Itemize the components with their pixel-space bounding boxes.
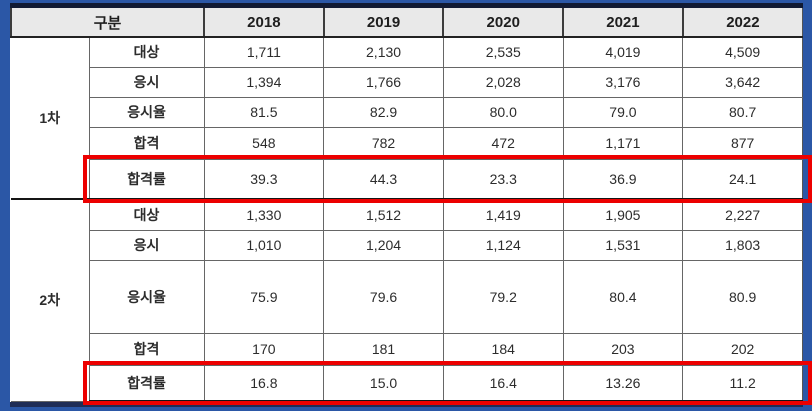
- header-year-2022: 2022: [681, 8, 803, 38]
- value-cell: 80.7: [682, 96, 803, 128]
- row-label: 응시: [88, 229, 205, 261]
- section-label-round2: 2차: [11, 198, 90, 402]
- value-cell: 1,419: [442, 198, 564, 231]
- value-cell: 184: [442, 332, 564, 366]
- table-row: 2차 대상 1,330 1,512 1,419 1,905 2,227: [11, 198, 803, 402]
- value-cell: 1,766: [323, 66, 444, 98]
- table-row: 합격률 39.3 44.3 23.3 36.9 24.1: [11, 158, 803, 200]
- value-cell: 16.8: [203, 364, 325, 402]
- value-cell: 11.2: [682, 364, 803, 402]
- value-cell: 1,204: [323, 229, 444, 261]
- value-cell: 203: [562, 332, 684, 366]
- value-cell: 1,330: [203, 198, 325, 231]
- row-label: 합격률: [88, 364, 205, 402]
- value-cell: 2,227: [682, 198, 803, 231]
- value-cell: 1,394: [203, 66, 325, 98]
- value-cell: 4,509: [682, 36, 803, 68]
- table-row: 1차 대상 1,711 2,130 2,535 4,019 4,509: [11, 36, 803, 200]
- table-row: 응시율 81.5 82.9 80.0 79.0 80.7: [11, 96, 803, 128]
- exam-stats-table: 구분 2018 2019 2020 2021 2022 1차 대상 1,711 2,1…: [9, 8, 803, 402]
- value-cell: 75.9: [203, 259, 325, 334]
- header-year-2019: 2019: [322, 8, 445, 38]
- value-cell: 1,010: [203, 229, 325, 261]
- value-cell: 80.4: [562, 259, 684, 334]
- value-cell: 81.5: [203, 96, 325, 128]
- row-label: 합격: [88, 332, 205, 366]
- header-year-2021: 2021: [562, 8, 684, 38]
- value-cell: 13.26: [562, 364, 684, 402]
- row-label: 대상: [88, 198, 205, 231]
- row-label: 합격률: [88, 158, 205, 200]
- value-cell: 4,019: [562, 36, 684, 68]
- value-cell: 80.0: [442, 96, 564, 128]
- value-cell: 1,711: [203, 36, 325, 68]
- value-cell: 82.9: [323, 96, 444, 128]
- value-cell: 16.4: [442, 364, 564, 402]
- value-cell: 36.9: [562, 158, 684, 200]
- value-cell: 79.6: [323, 259, 444, 334]
- value-cell: 2,130: [323, 36, 444, 68]
- header-year-2018: 2018: [203, 8, 325, 38]
- value-cell: 782: [323, 126, 444, 160]
- value-cell: 44.3: [323, 158, 444, 200]
- value-cell: 1,905: [562, 198, 684, 231]
- value-cell: 1,512: [323, 198, 444, 231]
- header-row: 구분 2018 2019 2020 2021 2022: [9, 8, 803, 38]
- section-label-round1: 1차: [11, 36, 90, 200]
- table-row: 응시 1,394 1,766 2,028 3,176 3,642: [11, 66, 803, 98]
- value-cell: 23.3: [442, 158, 564, 200]
- value-cell: 1,124: [442, 229, 564, 261]
- value-cell: 79.0: [562, 96, 684, 128]
- table-row: 응시 1,010 1,204 1,124 1,531 1,803: [11, 229, 803, 261]
- value-cell: 2,535: [442, 36, 564, 68]
- row-label: 응시율: [88, 96, 205, 128]
- value-cell: 181: [323, 332, 444, 366]
- value-cell: 79.2: [442, 259, 564, 334]
- value-cell: 80.9: [682, 259, 803, 334]
- value-cell: 170: [203, 332, 325, 366]
- header-year-2020: 2020: [442, 8, 565, 38]
- value-cell: 2,028: [442, 66, 564, 98]
- table-row: 합격 170 181 184 203 202: [11, 332, 803, 366]
- row-label: 합격: [88, 126, 205, 160]
- value-cell: 877: [682, 126, 803, 160]
- header-group-label: 구분: [9, 8, 206, 38]
- value-cell: 202: [682, 332, 803, 366]
- table-row: 합격률 16.8 15.0 16.4 13.26 11.2: [11, 364, 803, 402]
- value-cell: 24.1: [682, 158, 803, 200]
- value-cell: 1,171: [562, 126, 684, 160]
- row-label: 대상: [88, 36, 205, 68]
- value-cell: 548: [203, 126, 325, 160]
- value-cell: 3,642: [682, 66, 803, 98]
- value-cell: 1,531: [562, 229, 684, 261]
- table-row: 합격 548 782 472 1,171 877: [11, 126, 803, 160]
- value-cell: 1,803: [682, 229, 803, 261]
- value-cell: 39.3: [203, 158, 325, 200]
- row-label: 응시: [88, 66, 205, 98]
- table-row: 응시율 75.9 79.6 79.2 80.4 80.9: [11, 259, 803, 334]
- value-cell: 15.0: [323, 364, 444, 402]
- row-label: 응시율: [88, 259, 205, 334]
- value-cell: 3,176: [562, 66, 684, 98]
- table-panel: 구분 2018 2019 2020 2021 2022 1차 대상 1,711 2,1…: [9, 3, 812, 407]
- value-cell: 472: [442, 126, 564, 160]
